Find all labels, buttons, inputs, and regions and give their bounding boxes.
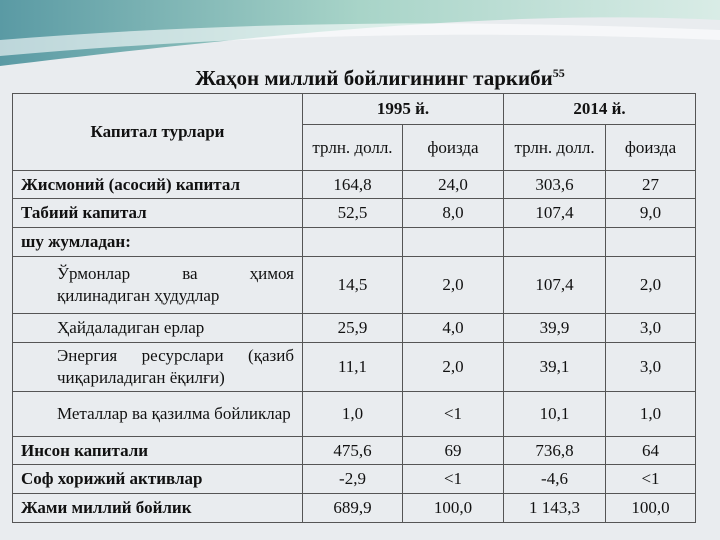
table-row: Жами миллий бойлик 689,9 100,0 1 143,3 100,0	[12, 493, 697, 523]
cell: 3,0	[605, 342, 697, 392]
header-cell: фоизда	[401, 124, 505, 171]
table-row: Инсон капитали 475,6 69 736,8 64	[12, 436, 697, 465]
cell: 69	[401, 436, 505, 465]
row-label: Ўрмонлар ва ҳимоя қилинадиган ҳудудлар	[12, 256, 303, 314]
header-cell: трлн. долл.	[302, 124, 403, 171]
cell: 107,4	[503, 256, 607, 314]
cell	[401, 227, 505, 257]
header-cell: трлн. долл.	[503, 124, 607, 171]
cell: 2,0	[401, 256, 505, 314]
cell	[605, 227, 697, 257]
row-label: Металлар ва қазилма бойликлар	[12, 391, 303, 437]
title-footnote: 55	[552, 66, 565, 80]
cell: <1	[401, 464, 505, 494]
cell: 11,1	[302, 342, 403, 392]
cell: <1	[605, 464, 697, 494]
cell: 10,1	[503, 391, 607, 437]
cell	[302, 227, 403, 257]
cell: 107,4	[503, 198, 607, 228]
cell: 2,0	[401, 342, 505, 392]
cell: 8,0	[401, 198, 505, 228]
cell: 64	[605, 436, 697, 465]
table-row: Жисмоний (асосий) капитал 164,8 24,0 303,6 2…	[12, 170, 697, 199]
title: Жаҳон миллий бойлигининг таркиби55	[0, 66, 720, 91]
cell: 303,6	[503, 170, 607, 199]
cell: 14,5	[302, 256, 403, 314]
header-cell: Капитал турлари	[12, 93, 303, 171]
table-row: Энергия ресурслари (қазиб чиқариладиган …	[12, 342, 697, 392]
cell: 475,6	[302, 436, 403, 465]
row-label: Жами миллий бойлик	[12, 493, 303, 523]
table-row: Соф хорижий активлар -2,9 <1 -4,6 <1	[12, 464, 697, 494]
cell: 689,9	[302, 493, 403, 523]
table-row: шу жумладан:	[12, 227, 697, 257]
title-text: Жаҳон миллий бойлигининг таркиби	[195, 66, 553, 90]
cell: 39,1	[503, 342, 607, 392]
header-decoration	[0, 0, 720, 66]
cell: -4,6	[503, 464, 607, 494]
table-row: Ҳайдаладиган ерлар 25,9 4,0 39,9 3,0	[12, 313, 697, 343]
cell	[503, 227, 607, 257]
cell: 25,9	[302, 313, 403, 343]
row-label: Ҳайдаладиган ерлар	[12, 313, 303, 343]
row-label: Инсон капитали	[12, 436, 303, 465]
row-label: Соф хорижий активлар	[12, 464, 303, 494]
table-row: Металлар ва қазилма бойликлар 1,0 <1 10,1 1,…	[12, 391, 697, 437]
table: Капитал турлари 1995 й. 2014 й. трлн. до…	[12, 93, 697, 523]
row-label: Табиий капитал	[12, 198, 303, 228]
cell: 27	[605, 170, 697, 199]
cell: 736,8	[503, 436, 607, 465]
cell: 24,0	[401, 170, 505, 199]
table-row: Ўрмонлар ва ҳимоя қилинадиган ҳудудлар 14…	[12, 256, 697, 314]
header-cell: 1995 й.	[301, 93, 505, 125]
cell: 100,0	[401, 493, 505, 523]
cell: 4,0	[401, 313, 505, 343]
cell: 9,0	[605, 198, 697, 228]
cell: 52,5	[302, 198, 403, 228]
row-label: Энергия ресурслари (қазиб чиқариладиган …	[12, 342, 303, 392]
cell: 1 143,3	[503, 493, 607, 523]
cell: <1	[401, 391, 505, 437]
cell: -2,9	[302, 464, 403, 494]
cell: 164,8	[302, 170, 403, 199]
row-label: Жисмоний (асосий) капитал	[12, 170, 303, 199]
header-cell: 2014 й.	[503, 93, 697, 125]
cell: 1,0	[302, 391, 403, 437]
row-label: шу жумладан:	[12, 227, 303, 257]
header-cell: фоизда	[605, 124, 697, 171]
cell: 1,0	[605, 391, 697, 437]
cell: 100,0	[605, 493, 697, 523]
cell: 3,0	[605, 313, 697, 343]
table-row: Табиий капитал 52,5 8,0 107,4 9,0	[12, 198, 697, 228]
cell: 2,0	[605, 256, 697, 314]
cell: 39,9	[503, 313, 607, 343]
